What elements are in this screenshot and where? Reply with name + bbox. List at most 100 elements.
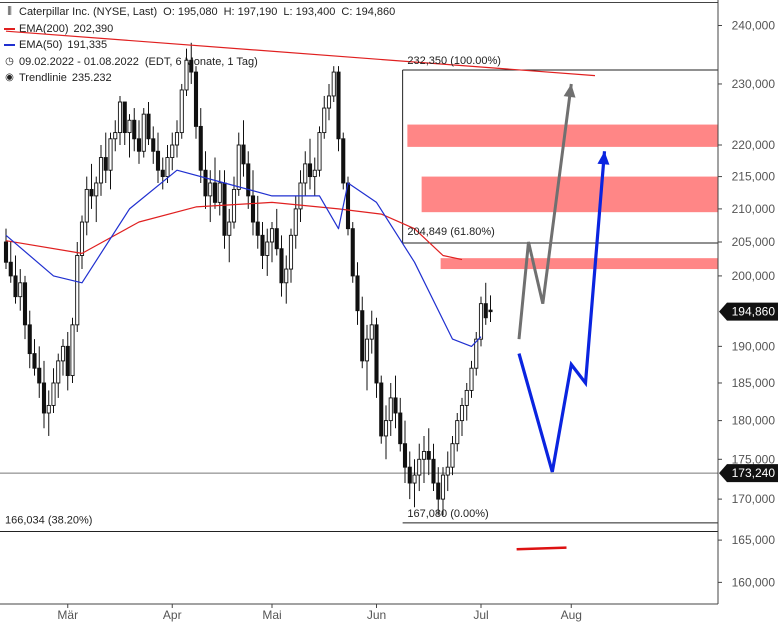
candle-body [84,188,89,223]
candle [165,145,170,183]
candle [89,163,94,209]
candle-body [94,182,99,197]
y-tick-label: 185,000 [732,376,776,390]
candle-body [241,144,246,165]
candle [341,132,346,190]
radio-dot-icon: ◉ [5,72,14,83]
candle [303,151,308,196]
candle-body [402,443,408,468]
candle-body [417,458,422,476]
candle-body [179,89,184,134]
candle [8,241,13,283]
y-tick-label: 180,000 [732,414,776,428]
chart-legend: ⫼ Caterpillar Inc. (NYSE, Last) O: 195,0… [4,4,395,87]
candle-body [198,125,203,171]
candle-body [184,59,189,91]
candle-body [426,451,431,460]
candle-body [350,228,355,277]
candle [398,397,403,452]
candle [255,195,260,249]
candle-body [70,324,75,377]
candle-body [75,255,80,326]
legend-ema200-row[interactable]: EMA(200) 202,390 [4,21,395,38]
candle-body [341,138,346,184]
candle [198,108,203,183]
x-tick-label: Apr [163,608,182,622]
candle-body [412,474,417,484]
candle-body [46,404,51,414]
candle-body [160,169,165,178]
candle [117,95,123,146]
candle-body [89,188,94,197]
last-price-badge-text: 194,860 [732,305,776,319]
candle-body [3,241,9,263]
candle [374,317,379,398]
support-price-badge-shape [719,464,778,483]
last-price-badge-shape [719,302,778,321]
red-marker-line [516,546,567,551]
candle-body [274,228,279,250]
candle-body [165,157,170,178]
candle [474,331,479,376]
candle [13,255,18,304]
legend-trend-row[interactable]: ◉ Trendlinie 235.232 [4,70,395,87]
indicators [5,30,596,347]
legend-ema50-row[interactable]: EMA(50) 191,335 [4,37,395,54]
candle-body [279,248,284,284]
candle [208,170,213,223]
candle-body [217,182,222,203]
clock-icon: ◷ [5,55,14,67]
candle-body [246,163,251,197]
y-tick-label: 210,000 [732,202,776,216]
candle [141,108,146,158]
candle [51,368,56,414]
candle [402,420,408,484]
x-tick-label: Mai [262,608,281,622]
candle-body [383,420,389,437]
candle-body [303,163,308,184]
candle [279,235,284,297]
candle [336,66,341,152]
forecast-gray-path [517,83,573,340]
candle [269,222,275,263]
ticker-label: Caterpillar Inc. (NYSE, Last) [19,6,158,18]
candle [146,101,151,146]
resistance-zone [440,258,718,270]
candle [483,282,488,325]
candle-body [407,466,412,484]
y-tick-label: 165,000 [732,533,776,547]
close-value: C: 194,860 [341,6,396,18]
y-tick-label: 220,000 [732,138,776,152]
candle-body [436,482,441,500]
candle [155,132,161,183]
candle [18,269,23,311]
candle [407,451,412,500]
candle-body [431,458,436,484]
candle [459,397,465,436]
candle-body [398,412,403,445]
fib-618-label: 204,849 (61.80%) [407,226,494,238]
candle [151,126,156,164]
candle [94,176,99,223]
candle [75,241,80,332]
candle-body [174,132,180,146]
candle-body [132,119,137,140]
candle [236,132,241,196]
candle-body [260,234,265,256]
candle-body [469,367,474,391]
candle-body [108,138,113,171]
candlestick-icon: ⫼ [7,6,12,17]
candle-body [379,382,384,437]
candle [46,390,51,436]
candle-body [8,261,13,277]
candle [113,120,118,152]
candle [312,157,317,196]
candle [122,101,127,146]
candle-body [284,268,289,284]
candle-body [170,144,175,159]
candle [379,375,384,444]
candle [331,66,336,102]
candles [3,42,493,516]
candle [170,132,175,171]
